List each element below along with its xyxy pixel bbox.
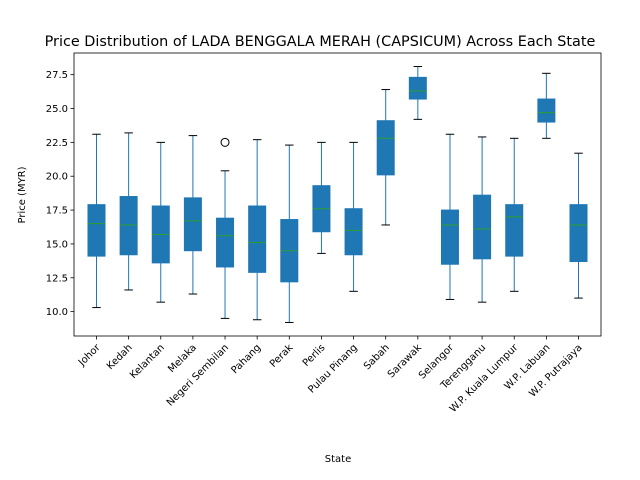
box-body — [505, 204, 524, 257]
y-axis-ticks: 10.0 12.5 15.0 17.5 20.0 22.5 25.0 27.5 — [46, 70, 74, 318]
box-body — [408, 76, 427, 100]
x-tick-label: Sabah — [362, 342, 392, 372]
y-tick-label: 25.0 — [46, 104, 68, 115]
plot-frame — [73, 52, 602, 337]
y-tick-label: 17.5 — [46, 206, 68, 217]
x-axis-label: State — [325, 454, 351, 465]
x-tick-label: Johor — [76, 342, 103, 369]
box-w-p-kuala-lumpur — [505, 137, 524, 292]
box-body — [183, 197, 202, 252]
x-tick-label: Kedah — [105, 342, 135, 372]
box-body — [119, 196, 138, 256]
x-tick-label: Kelantan — [128, 342, 167, 381]
box-series — [87, 66, 588, 323]
box-johor — [87, 133, 106, 309]
box-body — [569, 204, 588, 263]
y-tick-label: 22.5 — [46, 138, 68, 149]
x-tick-label: Perlis — [301, 342, 328, 369]
y-tick-label: 20.0 — [46, 172, 68, 183]
y-axis-label: Price (MYR) — [17, 166, 28, 223]
box-kelantan — [151, 141, 170, 303]
box-perlis — [312, 141, 331, 254]
box-body — [537, 98, 556, 123]
box-sabah — [376, 89, 395, 226]
box-selangor — [440, 133, 459, 300]
box-body — [216, 217, 235, 268]
box-body — [248, 205, 267, 273]
y-tick-label: 15.0 — [46, 239, 68, 250]
box-perak — [280, 144, 299, 323]
box-body — [376, 120, 395, 176]
chart-title: Price Distribution of LADA BENGGALA MERA… — [45, 34, 596, 50]
y-tick-label: 12.5 — [46, 273, 68, 284]
y-tick-label: 27.5 — [46, 70, 68, 81]
box-body — [440, 209, 459, 265]
box-pahang — [248, 139, 267, 321]
box-kedah — [119, 132, 138, 291]
box-w-p-putrajaya — [569, 152, 588, 299]
box-terengganu — [473, 136, 492, 303]
x-tick-label: Negeri Sembilan — [165, 342, 231, 408]
box-w-p-labuan — [537, 72, 556, 139]
box-body — [473, 194, 492, 260]
outlier-point — [220, 137, 230, 147]
box-melaka — [183, 135, 202, 295]
x-tick-label: Pahang — [229, 342, 263, 376]
box-negeri-sembilan — [216, 137, 235, 319]
box-body — [87, 204, 106, 257]
box-sarawak — [408, 66, 427, 120]
y-tick-label: 10.0 — [46, 307, 68, 318]
box-body — [344, 208, 363, 256]
box-pulau-pinang — [344, 141, 363, 292]
x-tick-label: Perak — [268, 342, 296, 370]
plot-area — [74, 53, 601, 336]
